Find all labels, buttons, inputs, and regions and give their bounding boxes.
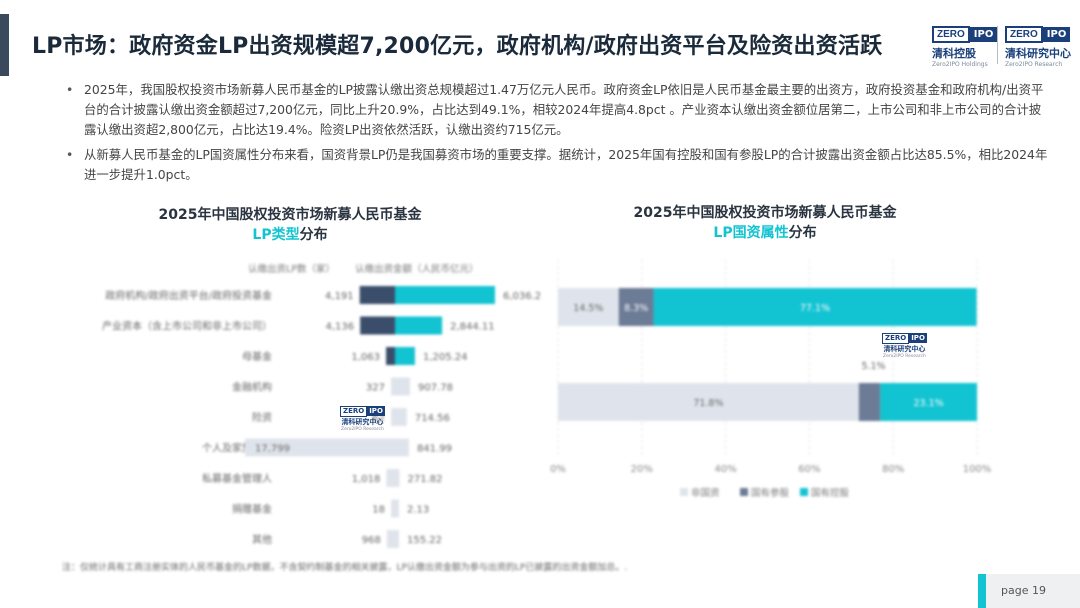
legend-label: 国有控股 <box>811 487 850 499</box>
amount-data-label: 2.13 <box>407 505 429 516</box>
page-number: page 19 <box>1001 584 1046 597</box>
segment-data-label: 8.3% <box>624 303 648 314</box>
stacked-bar-segment <box>653 288 977 326</box>
count-data-label: 4,191 <box>325 291 354 302</box>
amount-data-label: 271.82 <box>408 474 443 485</box>
amount-data-label: 2,844.11 <box>450 322 495 333</box>
category-label: 其他 <box>252 533 272 546</box>
logo-divider <box>997 26 998 64</box>
count-data-label: 17,799 <box>255 444 290 455</box>
count-bar <box>360 316 395 335</box>
amount-data-label: 714.56 <box>415 413 450 424</box>
legend-label: 国有参股 <box>751 487 790 499</box>
amount-data-label: 907.78 <box>418 383 453 394</box>
stacked-bar-segment <box>558 383 859 421</box>
column-header-amount: 认缴出资金额（人民币亿元） <box>355 263 479 275</box>
x-tick-label: 100% <box>963 464 992 475</box>
amount-bar <box>395 438 409 457</box>
bullet-item: 从新募人民币基金的LP国资属性分布来看，国资背景LP仍是我国募资市场的重要支撑。… <box>62 145 1052 185</box>
count-bar <box>386 530 395 548</box>
category-label: 捐赠基金 <box>232 503 272 516</box>
segment-data-label: 71.8% <box>693 398 723 409</box>
lp-state-owned-bar-chart: 0% 20% 40% 60% 80% 100% 14.5% 8.3% 77.1% 71.8% 5.1… <box>550 260 992 499</box>
bullet-item: 2025年，我国股权投资市场新募人民币基金的LP披露认缴出资总规模超过1.47万… <box>62 80 1052 140</box>
segment-data-label: 23.1% <box>914 398 944 409</box>
amount-bar <box>395 499 399 518</box>
category-label: 政府机构/政府出资平台/政府投资基金 <box>105 289 272 302</box>
page-title: LP市场：政府资金LP出资规模超7,200亿元，政府机构/政府出资平台及险资出资… <box>32 34 883 59</box>
stacked-bar-segment <box>880 383 977 421</box>
amount-bar <box>395 530 399 548</box>
count-bar <box>245 438 395 457</box>
stacked-bar-segment <box>858 383 881 421</box>
segment-data-label: 14.5% <box>573 303 603 314</box>
category-label: 金融机构 <box>232 381 272 394</box>
count-bar <box>359 286 395 304</box>
segment-data-label: 77.1% <box>800 303 830 314</box>
amount-bar <box>395 408 407 426</box>
x-tick-label: 60% <box>798 464 820 475</box>
legend-label: 非国资 <box>691 487 720 499</box>
zero2ipo-research-logo: ZERO IPO 清科研究中心 Zero2IPO Research <box>1005 22 1071 68</box>
stacked-bar-segment <box>618 288 654 326</box>
count-data-label: 327 <box>366 383 385 394</box>
count-data-label: 62 <box>372 413 385 424</box>
amount-data-label: 841.99 <box>417 444 452 455</box>
zero2ipo-holdings-logo: ZERO IPO 清科控股 Zero2IPO Holdings <box>932 22 998 68</box>
watermark-logo: ZERO IPO 清科研究中心 Zero2IPO Research <box>340 406 385 432</box>
x-tick-label: 80% <box>882 464 904 475</box>
page-number-box <box>978 574 1080 608</box>
amount-bar <box>395 377 411 396</box>
count-data-label: 1,018 <box>352 474 381 485</box>
x-tick-label: 0% <box>550 464 566 475</box>
column-header-count: 认缴出资LP数（家） <box>248 263 335 275</box>
summary-bullets: 2025年，我国股权投资市场新募人民币基金的LP披露认缴出资总规模超过1.47万… <box>62 80 1052 190</box>
title-accent-bar <box>0 14 9 76</box>
count-bar <box>391 499 395 518</box>
footnote: 注：仅统计具有工商注册实体的人民币基金的LP数据，不含契约制基金的相关披露，LP… <box>62 563 628 573</box>
category-label: 母基金 <box>242 350 272 363</box>
category-label: 险资 <box>252 411 272 424</box>
count-bar <box>386 347 395 365</box>
x-tick-label: 20% <box>631 464 653 475</box>
legend-swatch <box>740 488 748 496</box>
count-data-label: 4,136 <box>326 322 355 333</box>
amount-bar <box>395 316 443 335</box>
left-chart-title: 2025年中国股权投资市场新募人民币基金 LP类型分布 <box>158 207 422 243</box>
amount-bar <box>395 469 400 487</box>
watermark-logo: ZERO IPO 清科研究中心 Zero2IPO Research <box>882 333 927 359</box>
count-data-label: 968 <box>362 535 381 546</box>
x-tick-label: 40% <box>714 464 736 475</box>
count-bar <box>391 377 395 396</box>
amount-data-label: 1,205.24 <box>423 352 468 363</box>
amount-data-label: 155.22 <box>407 535 442 546</box>
count-bar <box>386 469 395 487</box>
legend-swatch <box>680 488 688 496</box>
page-number-accent <box>978 574 986 608</box>
amount-bar <box>395 286 495 304</box>
count-bar <box>391 408 395 426</box>
category-label: 产业资本（含上市公司和非上市公司） <box>102 320 272 333</box>
category-label: 私募基金管理人 <box>202 472 272 485</box>
lp-type-bar-chart: 认缴出资LP数（家） 认缴出资金额（人民币亿元） 政府机构/政府出资平台/政府投资基… <box>102 263 540 548</box>
count-data-label: 1,063 <box>351 352 380 363</box>
amount-data-label: 6,036.24 <box>503 291 540 302</box>
legend-swatch <box>800 488 808 496</box>
count-data-label: 18 <box>372 505 385 516</box>
right-chart-title: 2025年中国股权投资市场新募人民币基金 LP国资属性分布 <box>633 205 897 241</box>
stacked-bar-segment <box>558 288 619 326</box>
segment-data-label: 5.1% <box>861 361 885 372</box>
amount-bar <box>395 347 415 365</box>
